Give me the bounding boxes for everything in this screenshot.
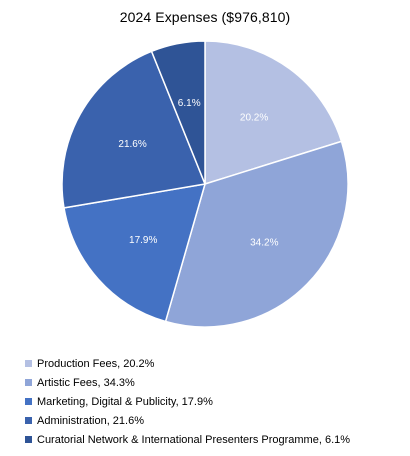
legend-label-2: Marketing, Digital & Publicity, 17.9% xyxy=(37,395,213,408)
slice-data-label-2: 17.9% xyxy=(129,235,157,246)
chart-title: 2024 Expenses ($976,810) xyxy=(119,9,291,25)
legend-item-1: Artistic Fees, 34.3% xyxy=(25,373,405,392)
pie-slice-3 xyxy=(61,50,206,209)
pie-slice-2 xyxy=(63,183,206,323)
pie-slice-0 xyxy=(204,40,343,185)
legend-item-3: Administration, 21.6% xyxy=(25,411,405,430)
pie-slice-4 xyxy=(150,40,206,185)
pie-slice-1 xyxy=(164,140,349,328)
legend-item-2: Marketing, Digital & Publicity, 17.9% xyxy=(25,392,405,411)
legend-swatch-2 xyxy=(25,398,32,405)
legend-swatch-0 xyxy=(25,360,32,367)
slice-data-label-4: 6.1% xyxy=(178,98,201,109)
slice-data-label-0: 20.2% xyxy=(240,113,268,124)
legend-label-4: Curatorial Network & International Prese… xyxy=(37,433,351,446)
legend-label-3: Administration, 21.6% xyxy=(37,414,144,427)
legend-label-0: Production Fees, 20.2% xyxy=(37,357,155,370)
legend-swatch-4 xyxy=(25,436,32,443)
slice-data-label-1: 34.2% xyxy=(250,238,278,249)
legend-item-4: Curatorial Network & International Prese… xyxy=(25,430,405,449)
slice-data-label-3: 21.6% xyxy=(118,139,146,150)
legend-label-1: Artistic Fees, 34.3% xyxy=(37,376,135,389)
pie-plot-area: 20.2% 34.2% 17.9% 21.6% 6.1% xyxy=(61,40,349,328)
legend-swatch-3 xyxy=(25,417,32,424)
legend-swatch-1 xyxy=(25,379,32,386)
legend-item-0: Production Fees, 20.2% xyxy=(25,354,405,373)
legend: Production Fees, 20.2% Artistic Fees, 34.… xyxy=(25,354,405,449)
